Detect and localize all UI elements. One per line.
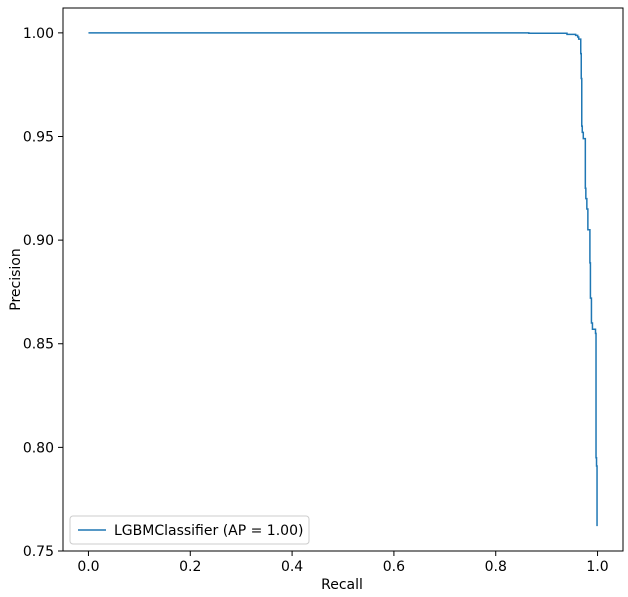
legend-label: LGBMClassifier (AP = 1.00)	[114, 523, 303, 539]
x-axis-ticks: 0.0 0.2 0.4 0.6 0.8 1.0	[77, 551, 609, 575]
series-line-0	[88, 32, 598, 527]
plot-area	[88, 32, 598, 527]
legend-box	[69, 515, 310, 545]
x-axis-title: Recall	[321, 577, 363, 593]
y-axis-ticks: 0.75 0.80 0.85 0.90 0.95 1.00	[23, 26, 63, 560]
y-tick-label: 0.75	[23, 544, 54, 560]
y-axis-title: Precision	[8, 248, 24, 310]
y-tick-label: 0.90	[23, 233, 54, 249]
y-tick-label: 1.00	[23, 26, 54, 42]
axes-frame	[62, 7, 624, 552]
x-tick-label: 0.0	[77, 559, 99, 575]
x-tick-label: 0.4	[281, 559, 303, 575]
x-tick-label: 0.2	[179, 559, 201, 575]
y-tick-label: 0.95	[23, 129, 54, 145]
x-tick-label: 1.0	[586, 559, 608, 575]
y-tick-label: 0.85	[23, 337, 54, 353]
y-tick-label: 0.80	[23, 440, 54, 456]
x-tick-label: 0.6	[383, 559, 405, 575]
x-tick-label: 0.8	[485, 559, 507, 575]
legend: LGBMClassifier (AP = 1.00)	[69, 515, 310, 545]
